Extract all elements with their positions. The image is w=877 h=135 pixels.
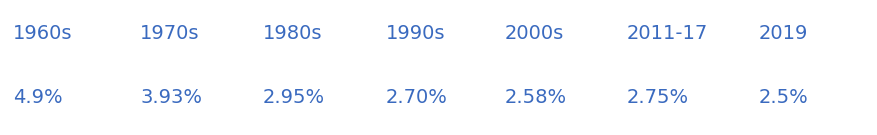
Text: 2011-17: 2011-17 [627,24,709,43]
Text: 3.93%: 3.93% [140,88,203,107]
Text: 2000s: 2000s [504,24,564,43]
Text: 2019: 2019 [759,24,808,43]
Text: 2.5%: 2.5% [759,88,809,107]
Text: 2.70%: 2.70% [386,88,448,107]
Text: 1960s: 1960s [13,24,73,43]
Text: 1980s: 1980s [263,24,323,43]
Text: 1970s: 1970s [140,24,200,43]
Text: 2.58%: 2.58% [504,88,567,107]
Text: 4.9%: 4.9% [13,88,63,107]
Text: 1990s: 1990s [386,24,446,43]
Text: 2.95%: 2.95% [263,88,325,107]
Text: 2.75%: 2.75% [627,88,689,107]
